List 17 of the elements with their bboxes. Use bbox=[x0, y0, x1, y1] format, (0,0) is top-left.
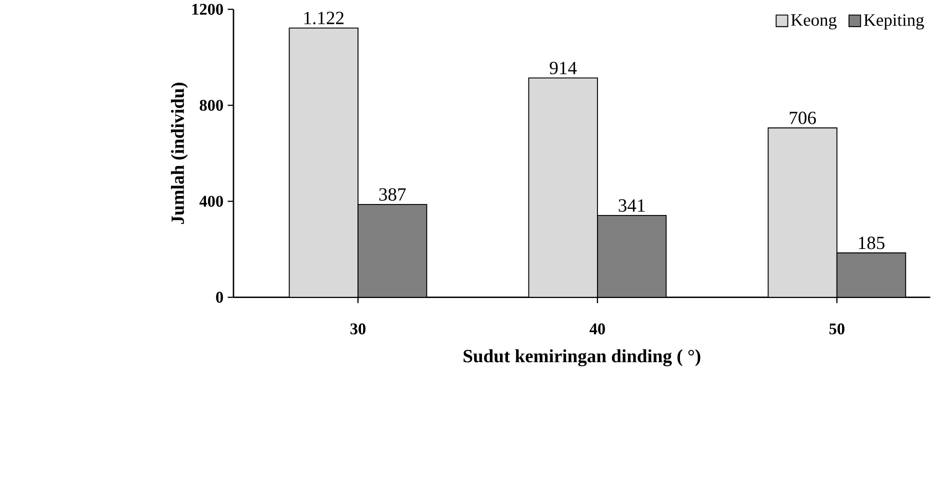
legend-label: Kepiting bbox=[864, 14, 924, 30]
data-label: 387 bbox=[379, 188, 406, 201]
y-axis-title: Jumlah (individu) bbox=[170, 82, 188, 224]
data-label: 185 bbox=[858, 236, 884, 250]
data-label: 1.122 bbox=[304, 12, 344, 24]
x-tick-label: 50 bbox=[829, 323, 844, 334]
data-label: 341 bbox=[618, 199, 645, 212]
data-label: 706 bbox=[790, 112, 816, 124]
legend-label: Keong bbox=[791, 14, 837, 30]
x-tick-label: 40 bbox=[590, 323, 605, 334]
x-tick-label: 30 bbox=[350, 323, 366, 334]
y-tick-label: 400 bbox=[199, 196, 223, 207]
x-axis-title: Sudut kemiringan dinding ( °) bbox=[464, 349, 700, 366]
y-tick-label: 0 bbox=[216, 292, 223, 303]
y-tick-label: 800 bbox=[200, 100, 223, 111]
data-label: 914 bbox=[550, 62, 577, 74]
y-tick-label: 1200 bbox=[192, 4, 223, 15]
